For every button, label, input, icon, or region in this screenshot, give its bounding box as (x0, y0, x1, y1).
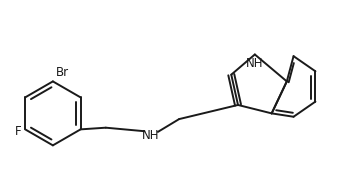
Text: NH: NH (246, 57, 264, 70)
Text: NH: NH (142, 129, 159, 142)
Text: F: F (15, 125, 21, 138)
Text: Br: Br (55, 66, 69, 79)
